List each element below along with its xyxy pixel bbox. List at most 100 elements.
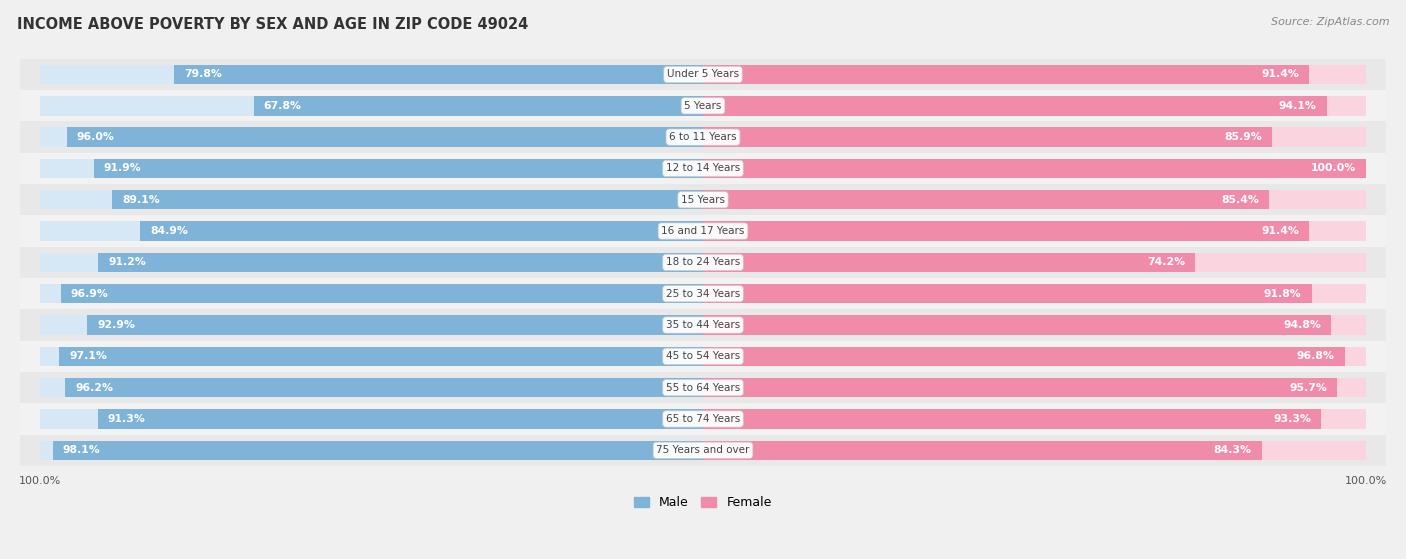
Bar <box>703 284 1365 304</box>
Bar <box>703 65 1365 84</box>
Bar <box>703 253 1365 272</box>
Text: 91.8%: 91.8% <box>1264 288 1302 299</box>
Bar <box>7 340 1399 372</box>
Bar <box>66 127 703 147</box>
Bar <box>7 372 1399 403</box>
Bar <box>703 347 1344 366</box>
Bar <box>703 440 1261 460</box>
Bar <box>703 378 1337 397</box>
Bar <box>703 253 1195 272</box>
Bar <box>41 159 703 178</box>
Text: Source: ZipAtlas.com: Source: ZipAtlas.com <box>1271 17 1389 27</box>
Bar <box>7 215 1399 247</box>
Bar <box>7 184 1399 215</box>
Bar <box>112 190 703 210</box>
Bar <box>703 315 1331 335</box>
Text: 25 to 34 Years: 25 to 34 Years <box>666 288 740 299</box>
Bar <box>59 347 703 366</box>
Text: 100.0%: 100.0% <box>1310 163 1355 173</box>
Bar <box>703 190 1365 210</box>
Bar <box>703 190 1270 210</box>
Bar <box>87 315 703 335</box>
Bar <box>94 159 703 178</box>
Bar <box>7 153 1399 184</box>
Text: 97.1%: 97.1% <box>69 352 107 361</box>
Text: 96.0%: 96.0% <box>76 132 114 142</box>
Text: Under 5 Years: Under 5 Years <box>666 69 740 79</box>
Text: 96.2%: 96.2% <box>76 383 114 392</box>
Text: 84.9%: 84.9% <box>150 226 188 236</box>
Bar <box>60 284 703 304</box>
Bar <box>7 59 1399 90</box>
Bar <box>53 440 703 460</box>
Bar <box>703 65 1309 84</box>
Bar <box>703 315 1365 335</box>
Text: 35 to 44 Years: 35 to 44 Years <box>666 320 740 330</box>
Text: 85.9%: 85.9% <box>1225 132 1263 142</box>
Text: 75 Years and over: 75 Years and over <box>657 446 749 455</box>
Bar <box>41 347 703 366</box>
Text: 5 Years: 5 Years <box>685 101 721 111</box>
Bar <box>7 309 1399 340</box>
Bar <box>703 409 1365 429</box>
Text: 91.4%: 91.4% <box>1261 226 1299 236</box>
Text: INCOME ABOVE POVERTY BY SEX AND AGE IN ZIP CODE 49024: INCOME ABOVE POVERTY BY SEX AND AGE IN Z… <box>17 17 529 32</box>
Bar <box>7 435 1399 466</box>
Text: 65 to 74 Years: 65 to 74 Years <box>666 414 740 424</box>
Bar <box>703 96 1327 116</box>
Bar <box>41 284 703 304</box>
Bar <box>41 96 703 116</box>
Bar <box>7 121 1399 153</box>
Text: 18 to 24 Years: 18 to 24 Years <box>666 257 740 267</box>
Bar <box>703 127 1365 147</box>
Bar <box>7 403 1399 435</box>
Text: 93.3%: 93.3% <box>1274 414 1312 424</box>
Text: 89.1%: 89.1% <box>122 195 160 205</box>
Bar <box>703 440 1365 460</box>
Bar <box>703 409 1322 429</box>
Bar <box>41 65 703 84</box>
Bar <box>703 221 1365 241</box>
Bar <box>41 253 703 272</box>
Bar <box>703 347 1365 366</box>
Bar <box>253 96 703 116</box>
Text: 74.2%: 74.2% <box>1147 257 1185 267</box>
Text: 55 to 64 Years: 55 to 64 Years <box>666 383 740 392</box>
Text: 12 to 14 Years: 12 to 14 Years <box>666 163 740 173</box>
Bar <box>98 409 703 429</box>
Bar <box>41 127 703 147</box>
Text: 92.9%: 92.9% <box>97 320 135 330</box>
Bar <box>41 409 703 429</box>
Bar <box>98 253 703 272</box>
Bar <box>174 65 703 84</box>
Text: 6 to 11 Years: 6 to 11 Years <box>669 132 737 142</box>
Text: 79.8%: 79.8% <box>184 69 222 79</box>
Bar <box>41 315 703 335</box>
Text: 96.8%: 96.8% <box>1296 352 1334 361</box>
Bar <box>41 190 703 210</box>
Bar <box>41 378 703 397</box>
Bar <box>141 221 703 241</box>
Text: 67.8%: 67.8% <box>263 101 301 111</box>
Text: 91.2%: 91.2% <box>108 257 146 267</box>
Text: 15 Years: 15 Years <box>681 195 725 205</box>
Bar <box>7 278 1399 309</box>
Bar <box>703 378 1365 397</box>
Text: 91.9%: 91.9% <box>104 163 142 173</box>
Bar <box>7 90 1399 121</box>
Bar <box>703 96 1365 116</box>
Bar <box>703 284 1312 304</box>
Text: 91.3%: 91.3% <box>108 414 146 424</box>
Bar <box>703 127 1272 147</box>
Bar <box>703 159 1365 178</box>
Bar <box>703 159 1365 178</box>
Bar <box>41 221 703 241</box>
Text: 84.3%: 84.3% <box>1213 446 1251 455</box>
Text: 94.8%: 94.8% <box>1284 320 1322 330</box>
Text: 96.9%: 96.9% <box>70 288 108 299</box>
Text: 45 to 54 Years: 45 to 54 Years <box>666 352 740 361</box>
Legend: Male, Female: Male, Female <box>630 491 776 514</box>
Text: 95.7%: 95.7% <box>1289 383 1327 392</box>
Bar <box>65 378 703 397</box>
Bar <box>703 221 1309 241</box>
